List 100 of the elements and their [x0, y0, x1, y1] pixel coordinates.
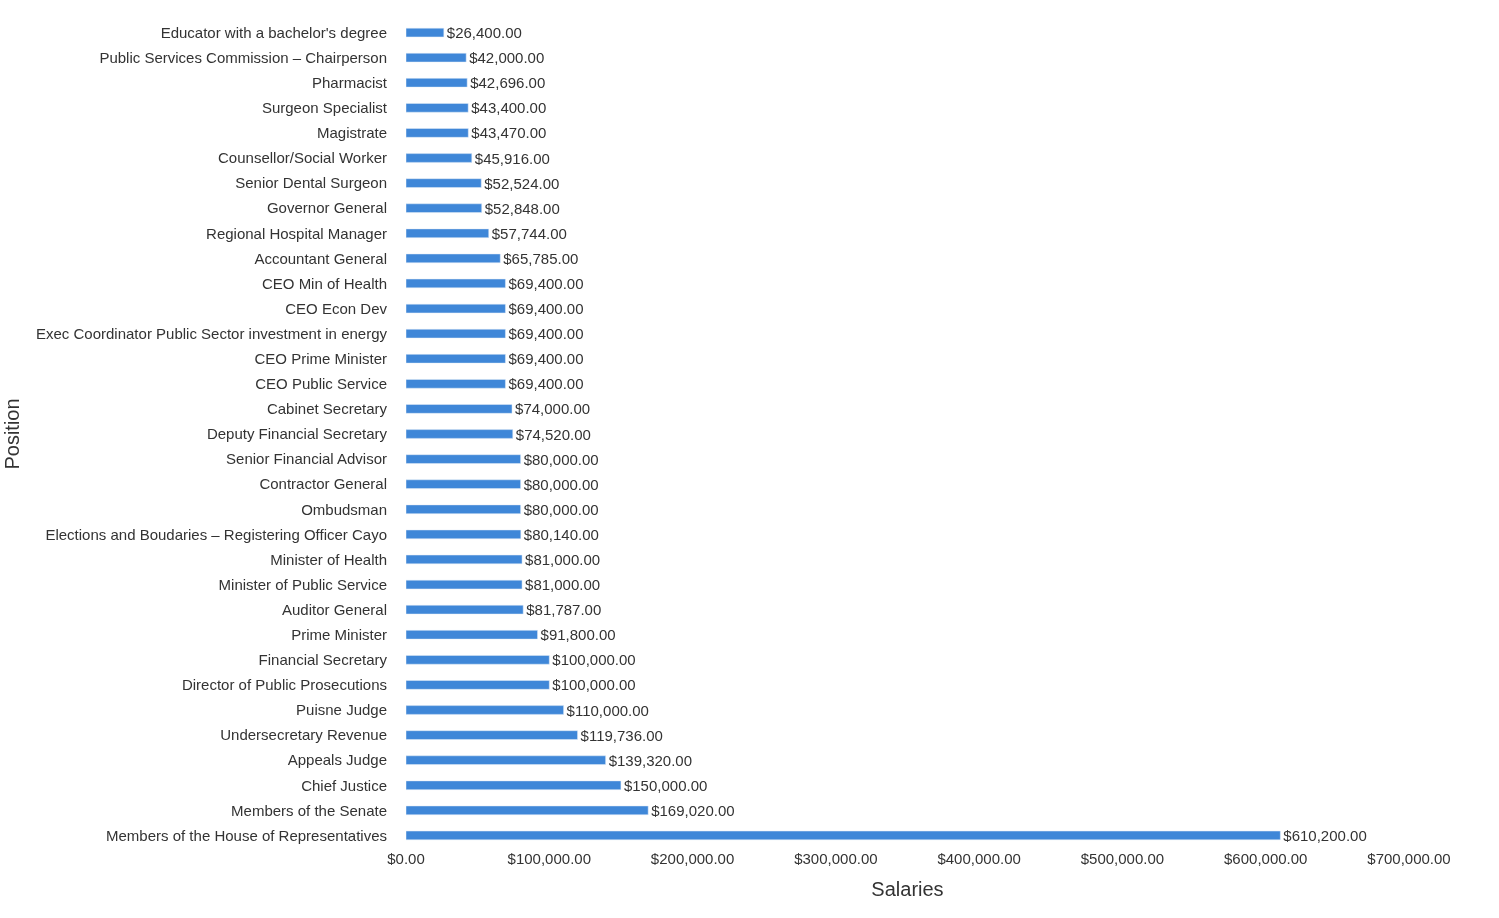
bar — [406, 429, 514, 439]
y-tick-label: Puisne Judge — [296, 701, 387, 719]
bar — [406, 529, 522, 539]
bar — [406, 303, 506, 314]
bar — [406, 228, 489, 238]
x-tick-label: $200,000.00 — [650, 850, 735, 867]
data-label: $80,000.00 — [523, 450, 599, 468]
y-tick-label: Accountant General — [254, 249, 387, 267]
x-tick-label: $100,000.00 — [507, 850, 591, 867]
y-tick-label: Public Services Commission – Chairperson — [99, 48, 387, 66]
data-label: $52,524.00 — [484, 174, 560, 192]
data-label: $45,916.00 — [474, 149, 550, 167]
data-label: $100,000.00 — [552, 651, 636, 669]
y-tick-label: Contractor General — [259, 475, 387, 493]
bar — [406, 454, 521, 464]
bar — [406, 203, 482, 213]
bar — [406, 755, 606, 765]
y-tick-label: CEO Prime Minister — [254, 349, 387, 367]
y-tick-label: Minister of Health — [270, 550, 387, 568]
bar — [406, 379, 506, 389]
y-tick-label: Director of Public Prosecutions — [181, 676, 387, 694]
data-label: $26,400.00 — [446, 24, 522, 42]
x-tick-label: $500,000.00 — [1080, 850, 1165, 867]
data-label: $74,000.00 — [515, 400, 591, 418]
y-tick-label: Educator with a bachelor's degree — [160, 23, 387, 41]
y-tick-label: Appeals Judge — [287, 751, 387, 769]
bar — [406, 128, 469, 138]
bar — [406, 329, 506, 339]
data-label: $80,000.00 — [523, 500, 599, 518]
y-tick-label: Elections and Boudaries – Registering Officer Cayo — [45, 525, 387, 543]
y-tick-label: Chief Justice — [301, 776, 387, 794]
bar — [406, 404, 513, 414]
bar — [406, 780, 622, 790]
x-tick-label: $700,000.00 — [1367, 850, 1451, 867]
data-label: $81,000.00 — [525, 550, 601, 568]
bar — [406, 830, 1281, 841]
data-label: $43,400.00 — [471, 99, 547, 117]
data-label: $69,400.00 — [508, 325, 584, 343]
y-tick-label: Members of the Senate — [231, 801, 387, 819]
data-label: $169,020.00 — [651, 801, 735, 819]
bar — [406, 504, 521, 514]
y-tick-label: CEO Econ Dev — [285, 299, 388, 317]
x-tick-label: $0.00 — [387, 850, 425, 867]
data-label: $42,000.00 — [469, 49, 545, 67]
y-tick-label: Exec Coordinator Public Sector investment in energy — [35, 324, 388, 342]
y-tick-label: Governor General — [266, 199, 387, 217]
data-label: $69,400.00 — [508, 350, 584, 368]
bar — [406, 178, 482, 188]
bar — [406, 479, 521, 489]
bar — [406, 278, 506, 289]
y-tick-label: Financial Secretary — [258, 651, 388, 669]
y-tick-label: Counsellor/Social Worker — [218, 149, 387, 167]
y-tick-label: Surgeon Specialist — [261, 99, 388, 117]
data-label: $69,400.00 — [508, 375, 584, 393]
y-tick-label: Prime Minister — [291, 625, 387, 643]
y-axis-title: Position — [1, 398, 24, 470]
data-label: $42,696.00 — [470, 74, 546, 92]
data-label: $139,320.00 — [608, 751, 693, 769]
bar — [406, 680, 550, 690]
x-tick-label: $300,000.00 — [794, 850, 878, 867]
bar — [406, 605, 524, 615]
data-label: $610,200.00 — [1283, 826, 1367, 844]
bar — [406, 655, 550, 665]
bar — [406, 53, 467, 63]
x-tick-label: $600,000.00 — [1224, 850, 1308, 867]
y-tick-label: Undersecretary Revenue — [220, 726, 387, 744]
data-label: $91,800.00 — [540, 626, 616, 644]
bar — [406, 103, 469, 113]
bar — [406, 354, 506, 364]
data-label: $119,736.00 — [580, 726, 663, 744]
y-tick-label: Senior Dental Surgeon — [235, 174, 387, 192]
bar — [406, 78, 468, 88]
bar — [406, 805, 649, 815]
data-label: $65,785.00 — [503, 249, 579, 267]
y-tick-label: Regional Hospital Manager — [206, 224, 387, 242]
y-tick-label: CEO Min of Health — [261, 274, 387, 292]
data-label: $52,848.00 — [484, 199, 560, 217]
data-label: $110,000.00 — [566, 701, 649, 719]
y-tick-label: Members of the House of Representatives — [106, 826, 387, 844]
data-label: $80,140.00 — [523, 525, 599, 543]
x-axis-title: Salaries — [871, 877, 944, 900]
data-label: $57,744.00 — [491, 224, 567, 242]
data-label: $74,520.00 — [515, 425, 591, 443]
y-tick-label: Deputy Financial Secretary — [206, 425, 388, 443]
x-tick-label: $400,000.00 — [937, 850, 1021, 867]
bar — [406, 730, 578, 740]
data-label: $69,400.00 — [508, 274, 584, 292]
bar — [406, 554, 523, 565]
y-tick-label: Magistrate — [316, 124, 387, 142]
bar — [406, 153, 473, 163]
data-label: $43,470.00 — [471, 124, 547, 142]
bar — [406, 253, 501, 263]
data-label: $69,400.00 — [508, 300, 584, 318]
y-tick-label: Cabinet Secretary — [266, 400, 388, 418]
y-tick-label: Minister of Public Service — [218, 575, 387, 593]
y-tick-label: CEO Public Service — [255, 375, 387, 393]
bar — [406, 630, 538, 640]
y-tick-label: Pharmacist — [311, 73, 388, 91]
y-tick-label: Auditor General — [281, 600, 387, 618]
data-label: $80,000.00 — [523, 475, 599, 493]
